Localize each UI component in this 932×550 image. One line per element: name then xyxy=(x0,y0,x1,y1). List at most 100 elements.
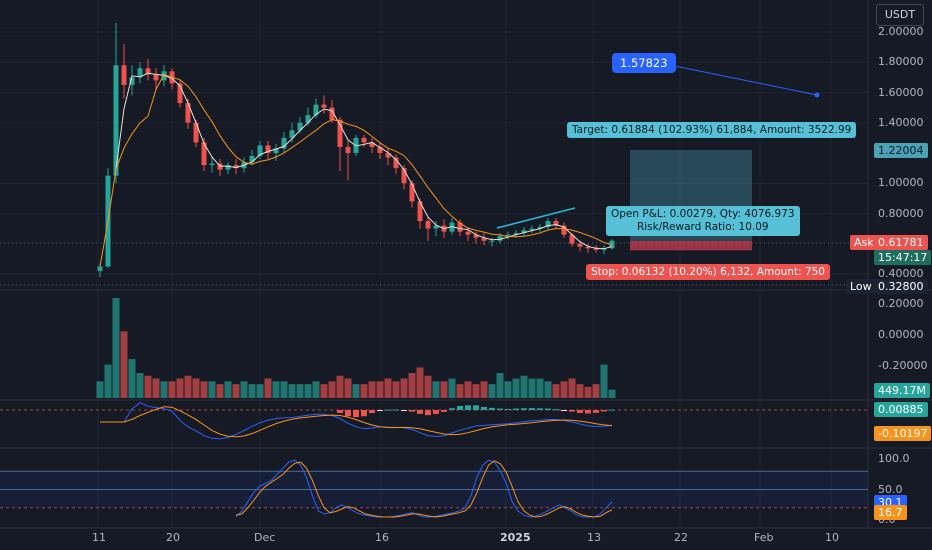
candle-body xyxy=(329,107,335,120)
volume-bar xyxy=(232,384,240,398)
volume-bar xyxy=(432,381,440,398)
volume-bar xyxy=(264,378,272,398)
stoch-d-tag: 16.7 xyxy=(874,505,907,520)
macd-histogram-bar xyxy=(385,409,391,411)
osc-tick-label: 0.00000 xyxy=(878,328,924,341)
macd-histogram-bar xyxy=(601,410,607,412)
time-tick-label: 22 xyxy=(674,531,688,544)
macd-histogram-bar xyxy=(473,405,479,410)
time-tick-label: Feb xyxy=(754,531,774,544)
alert-endpoint xyxy=(814,92,820,98)
macd-histogram-bar xyxy=(513,408,519,410)
signal-line xyxy=(100,406,613,438)
volume-bar xyxy=(128,359,136,398)
volume-bar xyxy=(328,381,336,398)
candle-body xyxy=(473,234,479,238)
macd-histogram-bar xyxy=(449,408,455,410)
volume-bar xyxy=(408,373,416,398)
macd-histogram-bar xyxy=(465,405,471,410)
candle-body xyxy=(313,104,319,116)
volume-bar xyxy=(600,364,608,398)
volume-bar xyxy=(480,381,488,398)
volume-bar xyxy=(576,384,584,398)
candle-body xyxy=(409,183,415,202)
candle-body xyxy=(569,234,575,244)
osc-tick-label: 0.20000 xyxy=(878,297,924,310)
volume-bar xyxy=(184,375,192,398)
volume-bar xyxy=(376,381,384,398)
candle-body xyxy=(457,222,463,232)
volume-bar xyxy=(168,381,176,398)
volume-bar xyxy=(472,384,480,398)
volume-bar xyxy=(536,378,544,398)
macd-histogram-bar xyxy=(393,409,399,411)
volume-bar xyxy=(288,384,296,398)
price-tick-label: 0.40000 xyxy=(878,267,924,280)
candle-body xyxy=(193,122,199,143)
candle-body xyxy=(337,119,343,147)
pnl-text: Open P&L: 0.00279, Qty: 4076.973 xyxy=(611,208,795,220)
volume-tag: 449.17M xyxy=(874,383,930,398)
volume-bar xyxy=(224,381,232,398)
fast-ma-line xyxy=(115,72,613,250)
volume-bar xyxy=(96,381,104,398)
rr-text: Risk/Reward Ratio: 10.09 xyxy=(636,221,769,233)
candle-body xyxy=(585,246,591,249)
candle-body xyxy=(273,148,279,153)
volume-bar xyxy=(384,378,392,398)
candle-body xyxy=(561,225,567,235)
target-level-tag: 1.22004 xyxy=(874,143,928,158)
alert-price-tag[interactable]: 1.57823 xyxy=(612,53,676,73)
stop-label: Stop: 0.06132 (10.20%) 6,132, Amount: 75… xyxy=(586,264,830,280)
macd-histogram-bar xyxy=(529,408,535,410)
volume-bar xyxy=(584,386,592,398)
candle-body xyxy=(201,142,207,166)
candle-body xyxy=(185,103,191,123)
candles xyxy=(97,22,615,278)
candle-body xyxy=(545,221,551,228)
macd-histogram-bar xyxy=(553,409,559,411)
volume-bar xyxy=(216,384,224,398)
low-label: Low xyxy=(846,279,876,294)
volume-bar xyxy=(400,378,408,398)
candle-body xyxy=(177,83,183,104)
volume-bar xyxy=(344,378,352,398)
macd-histogram-bar xyxy=(489,407,495,410)
candle-body xyxy=(265,145,271,153)
candle-body xyxy=(345,146,351,153)
candle-body xyxy=(481,237,487,241)
volume-bar xyxy=(240,381,248,398)
macd-histogram-bar xyxy=(577,410,583,413)
macd-histogram-bar xyxy=(369,410,375,414)
price-tick-label: 0.80000 xyxy=(878,206,924,220)
macd-histogram-bar xyxy=(593,410,599,413)
macd-histogram-bar xyxy=(377,410,383,411)
volume-bar xyxy=(248,384,256,398)
macd-signal-tag: -0.10197 xyxy=(874,426,932,441)
candle-body xyxy=(129,77,135,85)
ask-label: Ask xyxy=(850,235,878,250)
grid-lines xyxy=(0,0,932,529)
candle-body xyxy=(145,68,151,75)
candle-body xyxy=(505,234,511,237)
currency-selector[interactable]: USDT xyxy=(876,4,924,26)
volume-bar xyxy=(320,384,328,398)
volume-bar xyxy=(456,384,464,398)
candle-body xyxy=(593,248,599,250)
macd-histogram-bar xyxy=(417,410,423,414)
candle-body xyxy=(137,68,143,78)
price-tick-label: 1.60000 xyxy=(878,85,924,99)
time-tick-label: 11 xyxy=(92,531,106,544)
time-tick-label: 13 xyxy=(587,531,601,544)
candle-body xyxy=(369,142,375,147)
moving-averages xyxy=(99,72,613,267)
volume-bar xyxy=(208,381,216,398)
macd-histogram-bar xyxy=(505,408,511,410)
price-tick-label: 1.00000 xyxy=(878,176,924,190)
macd-line xyxy=(100,402,613,440)
candle-body xyxy=(121,65,127,85)
slow-ma-line xyxy=(99,73,613,267)
macd-histogram-bar xyxy=(433,410,439,415)
candle-body xyxy=(497,236,503,241)
